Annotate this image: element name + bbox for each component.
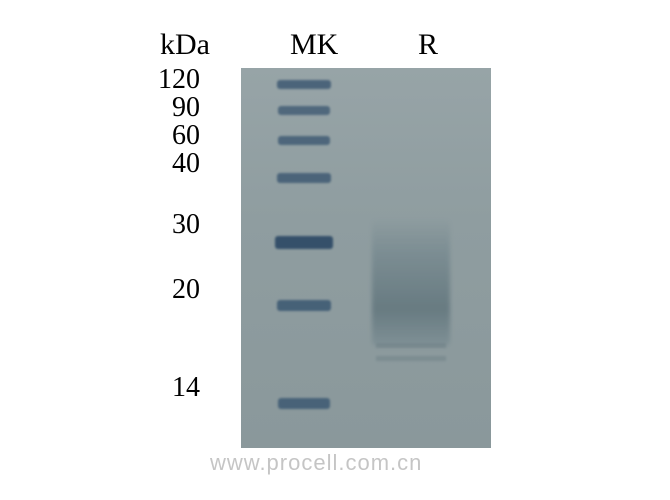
column-headers: kDa MK R	[0, 28, 670, 68]
marker-band	[278, 398, 330, 409]
watermark-text: www.procell.com.cn	[210, 450, 422, 476]
kda-axis-label: kDa	[160, 28, 210, 62]
marker-band	[278, 136, 330, 145]
mw-label: 30	[140, 209, 200, 241]
marker-band	[278, 106, 330, 115]
marker-band	[277, 173, 331, 183]
marker-band	[275, 236, 333, 249]
mw-label: 20	[140, 274, 200, 306]
sample-faint-band	[376, 343, 446, 348]
sample-lane-label: R	[418, 28, 438, 62]
mw-label: 14	[140, 372, 200, 404]
marker-band	[277, 300, 331, 311]
gel-image	[241, 68, 491, 448]
sample-smear	[372, 218, 450, 348]
mw-label: 40	[140, 148, 200, 180]
sample-faint-band	[376, 356, 446, 361]
marker-band	[277, 80, 331, 89]
gel-figure-container: kDa MK R 120906040302014 www.procell.com…	[0, 0, 670, 500]
marker-lane-label: MK	[290, 28, 338, 62]
